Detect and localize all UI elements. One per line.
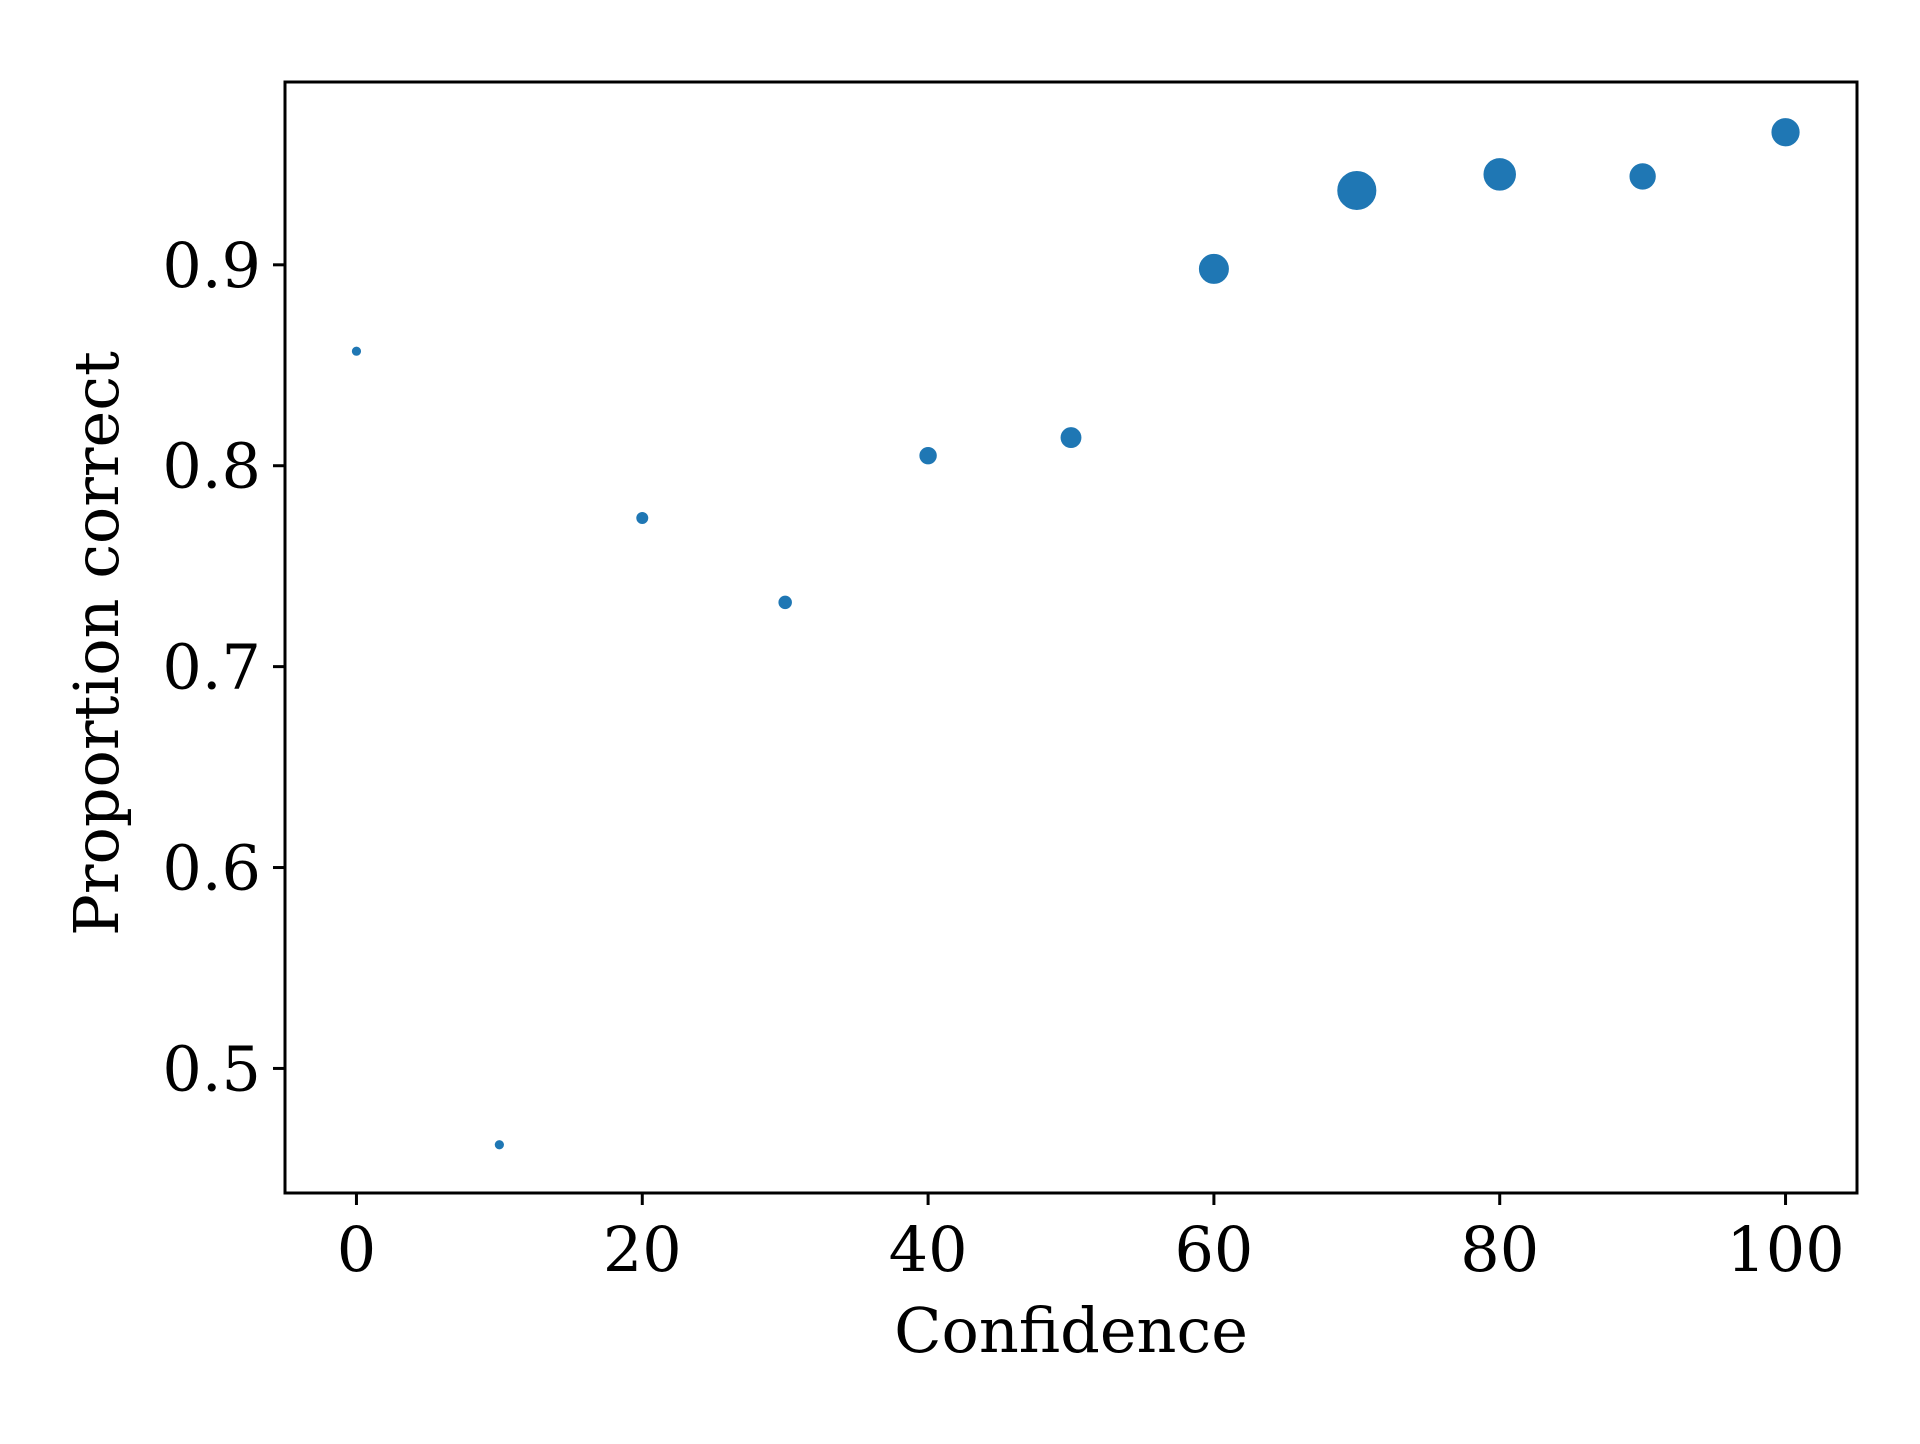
- x-tick-label: 100: [1726, 1213, 1844, 1286]
- data-point: [1336, 169, 1378, 212]
- x-tick-label: 60: [1174, 1213, 1253, 1286]
- y-tick-label: 0.6: [162, 832, 261, 905]
- data-point: [635, 510, 650, 526]
- data-point: [1059, 425, 1083, 450]
- data-point: [1482, 156, 1518, 192]
- x-tick-label: 0: [337, 1213, 376, 1286]
- x-tick-label: 40: [889, 1213, 968, 1286]
- y-tick-label: 0.7: [162, 631, 261, 704]
- data-point: [1628, 162, 1657, 191]
- data-point: [1770, 116, 1801, 148]
- data-point: [918, 445, 938, 466]
- data-points: [350, 116, 1801, 1151]
- x-tick-label: 80: [1460, 1213, 1539, 1286]
- plot-frame: [283, 80, 1859, 1195]
- data-point: [777, 594, 794, 611]
- y-axis-label: Proportion correct: [60, 351, 133, 936]
- data-point: [493, 1138, 506, 1151]
- y-tick-label: 0.9: [162, 229, 261, 302]
- y-axis: 0.5 0.6 0.7 0.8 0.9: [162, 229, 285, 1105]
- x-axis-label: Confidence: [894, 1294, 1248, 1367]
- x-tick-label: 20: [603, 1213, 682, 1286]
- data-point: [350, 345, 363, 358]
- y-tick-label: 0.5: [162, 1032, 261, 1105]
- y-tick-label: 0.8: [162, 430, 261, 503]
- x-axis: 0 20 40 60 80 100: [337, 1193, 1845, 1286]
- data-point: [1197, 252, 1231, 286]
